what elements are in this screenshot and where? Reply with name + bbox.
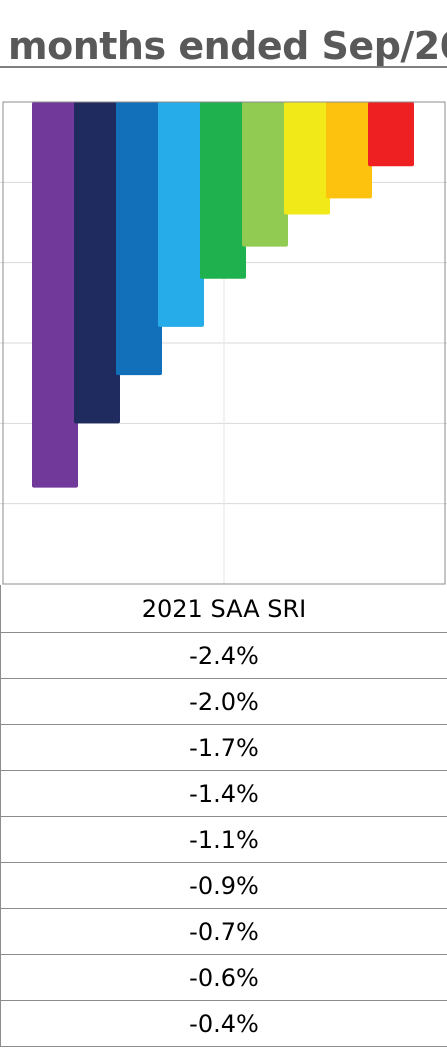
bar — [158, 102, 204, 327]
table-row: -0.6% — [0, 954, 447, 1001]
bar — [368, 102, 414, 167]
table-row: -1.7% — [0, 724, 447, 771]
data-table: 2021 SAA SRI -2.4% -2.0% -1.7% -1.4% -1.1% -0.… — [0, 585, 447, 1047]
bars-group — [32, 102, 414, 488]
bar — [32, 102, 78, 488]
table-row: -0.9% — [0, 862, 447, 909]
bar — [284, 102, 330, 215]
bar-chart — [0, 101, 447, 585]
table-row: 2021 SAA SRI — [0, 585, 447, 633]
table-cell: -0.6% — [0, 954, 447, 1001]
table-row: -2.4% — [0, 632, 447, 679]
table-cell: -0.7% — [0, 908, 447, 955]
plot-frame — [2, 101, 446, 585]
table-row: -1.1% — [0, 816, 447, 863]
table-cell: -1.4% — [0, 770, 447, 817]
bar — [74, 102, 120, 424]
title-underline — [0, 66, 447, 68]
bar — [200, 102, 246, 279]
table-row: -1.4% — [0, 770, 447, 817]
bar — [326, 102, 372, 199]
table-cell: -1.7% — [0, 724, 447, 771]
table-header: 2021 SAA SRI — [0, 585, 447, 633]
table-row: -0.7% — [0, 908, 447, 955]
table-cell: -1.1% — [0, 816, 447, 863]
bar — [116, 102, 162, 376]
bar — [242, 102, 288, 247]
table-row: -0.4% — [0, 1000, 447, 1047]
table-cell: -0.9% — [0, 862, 447, 909]
table-row: -2.0% — [0, 678, 447, 725]
chart-title: months ended Sep/20 — [8, 24, 447, 68]
table-cell: -2.0% — [0, 678, 447, 725]
table-cell: -2.4% — [0, 632, 447, 679]
table-cell: -0.4% — [0, 1000, 447, 1047]
